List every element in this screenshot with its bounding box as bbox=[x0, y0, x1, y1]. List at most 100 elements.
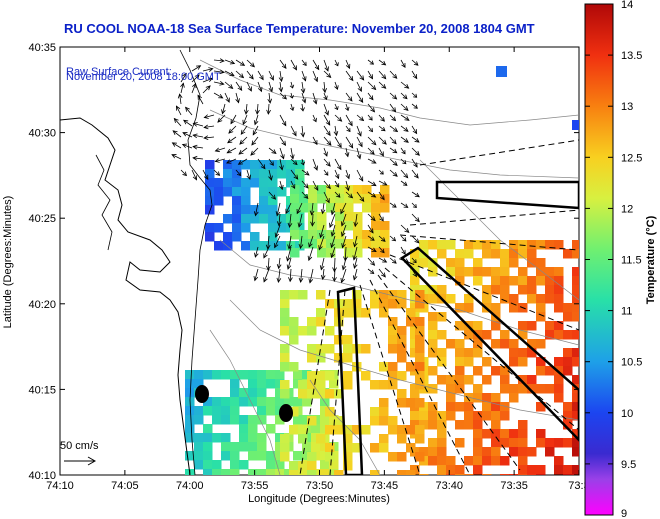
current-vector bbox=[341, 235, 347, 249]
sst-cell bbox=[320, 469, 330, 475]
sst-cell bbox=[428, 348, 438, 358]
sst-cell bbox=[572, 465, 579, 475]
current-vector bbox=[286, 257, 292, 270]
current-vector bbox=[246, 81, 252, 92]
sst-cell bbox=[212, 415, 222, 425]
current-vector bbox=[279, 180, 284, 191]
sst-cell bbox=[248, 442, 258, 452]
current-vector bbox=[367, 103, 376, 113]
colorbar-tick-label: 9 bbox=[621, 508, 627, 519]
sst-cell bbox=[473, 267, 483, 277]
sst-cell bbox=[563, 438, 573, 448]
current-vector bbox=[345, 180, 350, 192]
sst-cell bbox=[545, 438, 555, 448]
sst-cell bbox=[268, 241, 278, 251]
sst-cell bbox=[344, 239, 354, 249]
x-tick-label: 73:3 bbox=[568, 480, 589, 492]
current-vector bbox=[334, 180, 340, 188]
sst-cell bbox=[500, 474, 510, 475]
sst-cell bbox=[223, 214, 233, 224]
sst-cell bbox=[500, 339, 510, 349]
current-vector bbox=[330, 224, 336, 237]
colorbar-tick-label: 13.5 bbox=[621, 50, 642, 62]
current-vector bbox=[332, 268, 337, 283]
current-vector bbox=[268, 191, 277, 200]
sst-cell bbox=[205, 232, 215, 242]
current-vector bbox=[240, 125, 248, 135]
sst-cell bbox=[380, 203, 390, 213]
current-vector bbox=[276, 268, 282, 283]
sst-cell bbox=[446, 456, 456, 466]
sst-cell bbox=[241, 241, 251, 251]
sst-cell bbox=[248, 451, 258, 461]
sst-cell bbox=[230, 415, 240, 425]
current-vector bbox=[323, 125, 331, 137]
colorbar-tick-label: 10 bbox=[621, 408, 633, 420]
sst-cell bbox=[397, 425, 407, 435]
current-vector bbox=[289, 92, 295, 99]
current-vector bbox=[353, 257, 358, 269]
current-vector bbox=[312, 92, 318, 105]
sst-cell bbox=[455, 276, 465, 286]
sst-cell bbox=[203, 424, 213, 434]
current-vector bbox=[389, 169, 398, 177]
sst-cell bbox=[370, 443, 380, 453]
sst-cell bbox=[509, 348, 519, 358]
sst-cell bbox=[518, 384, 528, 394]
sst-cell bbox=[455, 249, 465, 259]
sst-cell bbox=[473, 438, 483, 448]
current-vector bbox=[345, 92, 353, 102]
sst-cell bbox=[266, 370, 276, 380]
current-vector bbox=[246, 59, 255, 68]
sst-cell bbox=[361, 425, 371, 435]
sst-cell bbox=[239, 370, 249, 380]
current-vector bbox=[330, 202, 336, 216]
current-vector bbox=[323, 136, 332, 146]
current-vector bbox=[323, 114, 331, 126]
current-vector bbox=[389, 114, 397, 122]
sst-cell bbox=[545, 240, 555, 250]
sst-cell bbox=[563, 312, 573, 322]
sst-cell bbox=[317, 239, 327, 249]
current-vector bbox=[323, 70, 332, 79]
sst-cell bbox=[473, 321, 483, 331]
sst-cell bbox=[371, 221, 381, 231]
sst-cell bbox=[388, 326, 398, 336]
sst-cell bbox=[527, 474, 537, 475]
current-vector bbox=[214, 158, 226, 163]
sst-cell bbox=[316, 434, 326, 444]
sst-cell bbox=[205, 205, 215, 215]
current-vector bbox=[367, 136, 377, 146]
sst-cell bbox=[572, 120, 579, 130]
sst-cell bbox=[307, 326, 317, 336]
sst-cell bbox=[536, 339, 546, 349]
colorbar-tick-label: 11.5 bbox=[621, 255, 642, 267]
current-vector bbox=[202, 85, 211, 94]
sst-cell bbox=[527, 321, 537, 331]
sst-cell bbox=[500, 330, 510, 340]
sst-cell bbox=[370, 407, 380, 417]
sst-cell bbox=[455, 303, 465, 313]
sst-cell bbox=[545, 384, 555, 394]
sst-cell bbox=[248, 370, 258, 380]
x-tick-label: 74:05 bbox=[111, 480, 139, 492]
sst-cell bbox=[518, 375, 528, 385]
sst-cell bbox=[268, 232, 278, 242]
sst-cell bbox=[320, 424, 330, 434]
current-vector bbox=[230, 114, 237, 125]
current-vector bbox=[333, 125, 339, 137]
sst-cell bbox=[380, 248, 390, 258]
sst-cell bbox=[352, 443, 362, 453]
sst-cell bbox=[536, 402, 546, 412]
colorbar-tick-label: 12 bbox=[621, 203, 633, 215]
sst-cell bbox=[232, 196, 242, 206]
sst-cell bbox=[446, 258, 456, 268]
sst-cell bbox=[343, 434, 353, 444]
current-vector bbox=[300, 125, 306, 138]
current-vector bbox=[400, 158, 407, 165]
sst-cell bbox=[500, 456, 510, 466]
current-vector bbox=[171, 154, 182, 160]
sst-cell bbox=[257, 397, 267, 407]
sst-cell bbox=[275, 442, 285, 452]
sst-cell bbox=[214, 178, 224, 188]
